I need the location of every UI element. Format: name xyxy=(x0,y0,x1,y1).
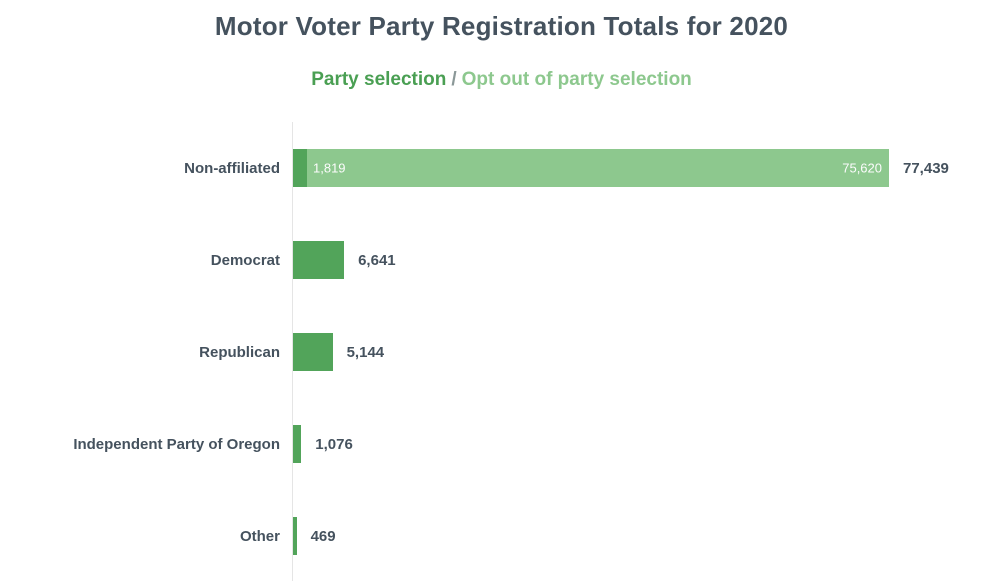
bar-area: 1,819 75,620 77,439 xyxy=(293,149,949,187)
bar-value-label: 469 xyxy=(310,527,336,545)
bar-value-label: 77,439 xyxy=(903,159,949,177)
bar-stack xyxy=(293,517,297,555)
bar-value-label: 5,144 xyxy=(346,343,385,361)
legend-item-opt-out[interactable]: Opt out of party selection xyxy=(461,69,692,90)
bar-stack xyxy=(293,333,333,371)
chart-legend: Party selection / Opt out of party selecti… xyxy=(0,69,1003,91)
category-label: Democrat xyxy=(210,251,280,269)
category-label: Other xyxy=(239,527,280,545)
bar-segment-party-selection[interactable] xyxy=(293,425,302,463)
category-label: Non-affiliated xyxy=(184,159,280,177)
category-label: Independent Party of Oregon xyxy=(73,435,280,453)
chart-title: Motor Voter Party Registration Totals fo… xyxy=(214,11,789,41)
chart-row: Democrat 6,641 xyxy=(0,214,1003,306)
bar-area: 469 xyxy=(293,517,336,555)
bar-value-label: 6,641 xyxy=(358,251,396,269)
chart-row: Independent Party of Oregon 1,076 xyxy=(0,398,1003,490)
bar-stack xyxy=(293,241,345,279)
y-axis-line xyxy=(292,122,293,581)
chart-rows: Non-affiliated 1,819 75,620 77,439 Democrat 6… xyxy=(0,122,1003,581)
legend-item-party-selection[interactable]: Party selection xyxy=(311,69,447,90)
bar-stack xyxy=(293,425,302,463)
bar-segment-party-selection[interactable] xyxy=(293,517,297,555)
bar-area: 1,076 xyxy=(293,425,353,463)
bar-area: 6,641 xyxy=(293,241,396,279)
bar-stack: 1,819 75,620 xyxy=(293,149,889,187)
legend-separator: / xyxy=(451,69,457,90)
bar-segment-party-selection[interactable] xyxy=(293,241,345,279)
bar-chart: Non-affiliated 1,819 75,620 77,439 Democrat 6… xyxy=(0,122,1003,581)
bar-area: 5,144 xyxy=(293,333,384,371)
bar-segment-opt-out[interactable] xyxy=(307,149,889,187)
bar-value-label: 1,076 xyxy=(315,435,353,453)
chart-row: Non-affiliated 1,819 75,620 77,439 xyxy=(0,122,1003,214)
chart-row: Other 469 xyxy=(0,490,1003,581)
category-label: Republican xyxy=(199,343,280,361)
bar-segment-party-selection[interactable] xyxy=(293,149,307,187)
chart-row: Republican 5,144 xyxy=(0,306,1003,398)
bar-segment-party-selection[interactable] xyxy=(293,333,333,371)
